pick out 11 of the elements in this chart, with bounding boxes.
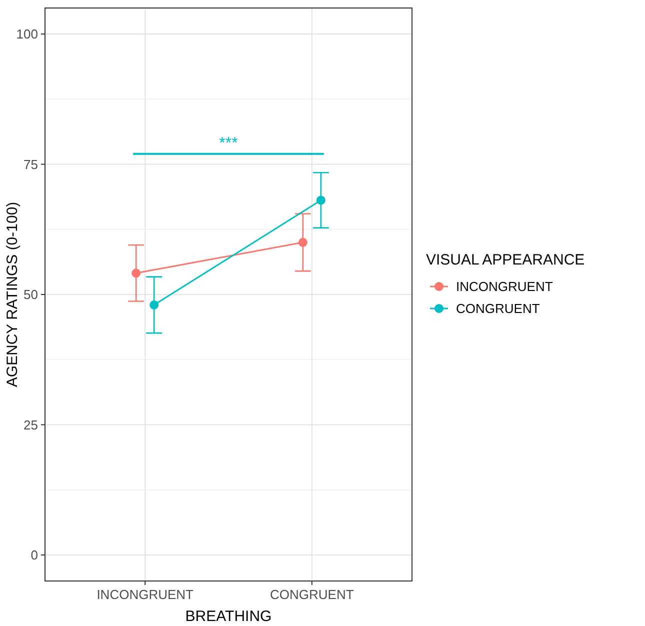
legend-title: VISUAL APPEARANCE: [426, 252, 585, 268]
y-tick-label: 0: [30, 548, 38, 563]
legend-label: INCONGRUENT: [456, 279, 553, 294]
annotation: ***: [219, 134, 238, 152]
legend-label: CONGRUENT: [456, 301, 540, 316]
y-tick-label: 75: [24, 156, 38, 172]
y-tick-label: 50: [24, 287, 38, 302]
y-axis-title: AGENCY RATINGS (0-100): [4, 202, 21, 388]
y-tick-label: 25: [24, 417, 38, 432]
y-tick-label: 100: [16, 26, 38, 42]
x-axis-title: BREATHING: [185, 608, 272, 625]
